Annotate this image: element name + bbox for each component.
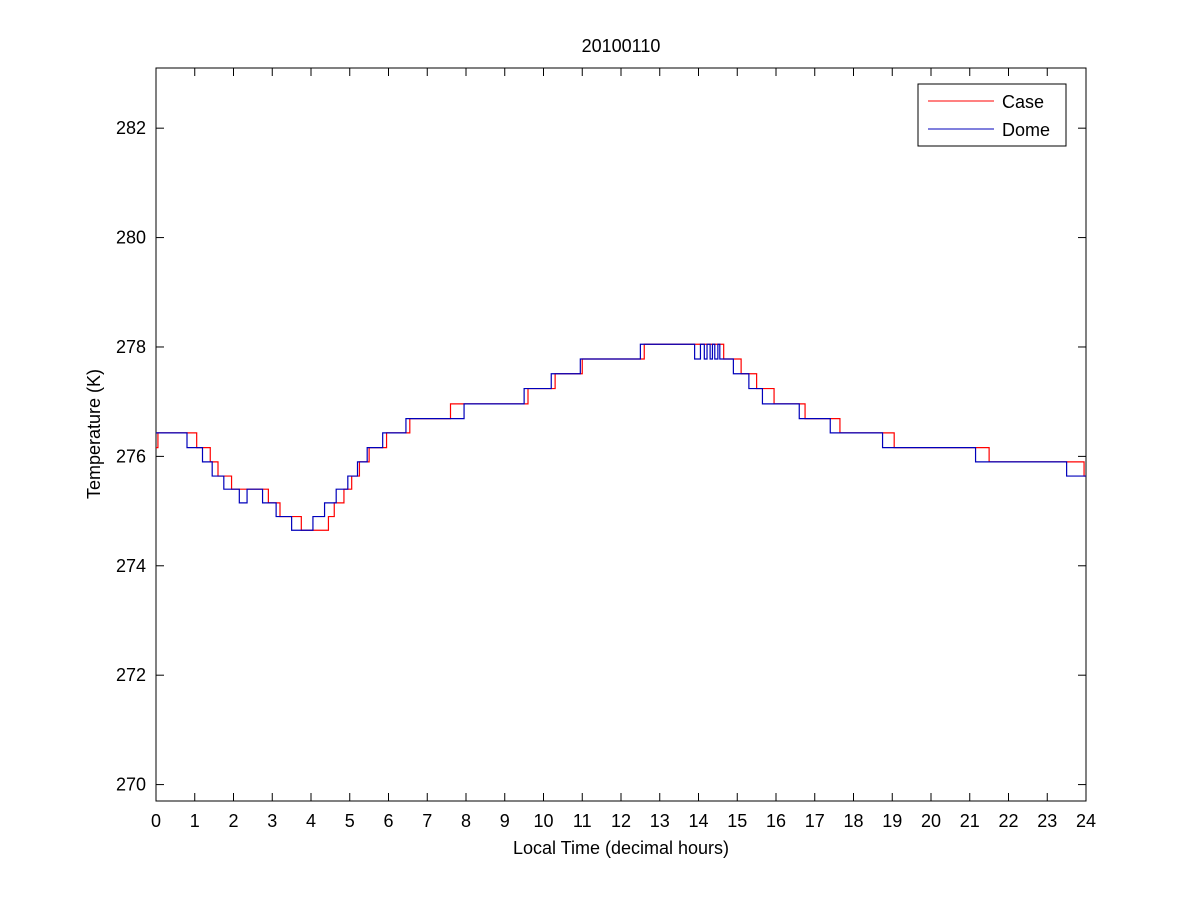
- legend-label-dome: Dome: [1002, 120, 1050, 140]
- x-tick-label: 11: [573, 811, 592, 831]
- plot-area: [155, 67, 1087, 802]
- x-tick-label: 2: [228, 811, 238, 831]
- x-tick-label: 15: [727, 811, 747, 831]
- y-tick-label: 272: [116, 665, 146, 685]
- y-tick-label: 282: [116, 118, 146, 138]
- legend-label-case: Case: [1002, 92, 1044, 112]
- chart-title: 20100110: [582, 36, 661, 56]
- y-tick-label: 270: [116, 775, 146, 795]
- x-tick-label: 22: [998, 811, 1018, 831]
- y-tick-label: 280: [116, 228, 146, 248]
- series-lines: [156, 343, 1086, 531]
- y-tick-label: 276: [116, 446, 146, 466]
- x-tick-label: 13: [650, 811, 670, 831]
- x-tick-label: 19: [882, 811, 902, 831]
- x-tick-label: 24: [1076, 811, 1096, 831]
- x-tick-label: 21: [960, 811, 980, 831]
- legend-box: [917, 83, 1067, 147]
- x-tick-label: 3: [267, 811, 277, 831]
- y-tick-label: 278: [116, 337, 146, 357]
- x-tick-label: 9: [500, 811, 510, 831]
- axis-ticks: 0 1 2 3 4 5 6 7 8 9 10 11 12 13 14 15 16 17 18 19 20 21 22 23 24…: [116, 68, 1096, 831]
- x-tick-label: 17: [805, 811, 825, 831]
- x-tick-label: 0: [151, 811, 161, 831]
- x-tick-label: 5: [345, 811, 355, 831]
- x-tick-label: 8: [461, 811, 471, 831]
- x-tick-label: 1: [190, 811, 200, 831]
- series-line-dome: [156, 343, 1086, 531]
- x-tick-label: 14: [688, 811, 708, 831]
- x-tick-label: 16: [766, 811, 786, 831]
- x-tick-label: 4: [306, 811, 316, 831]
- x-tick-label: 12: [611, 811, 631, 831]
- x-tick-label: 23: [1037, 811, 1057, 831]
- y-tick-label: 274: [116, 556, 146, 576]
- x-tick-label: 20: [921, 811, 941, 831]
- x-tick-label: 18: [843, 811, 863, 831]
- x-axis-label: Local Time (decimal hours): [513, 838, 729, 858]
- x-tick-label: 6: [383, 811, 393, 831]
- legend: Case Dome: [917, 83, 1067, 147]
- x-tick-label: 7: [422, 811, 432, 831]
- x-tick-label: 10: [533, 811, 553, 831]
- y-axis-label: Temperature (K): [84, 369, 104, 499]
